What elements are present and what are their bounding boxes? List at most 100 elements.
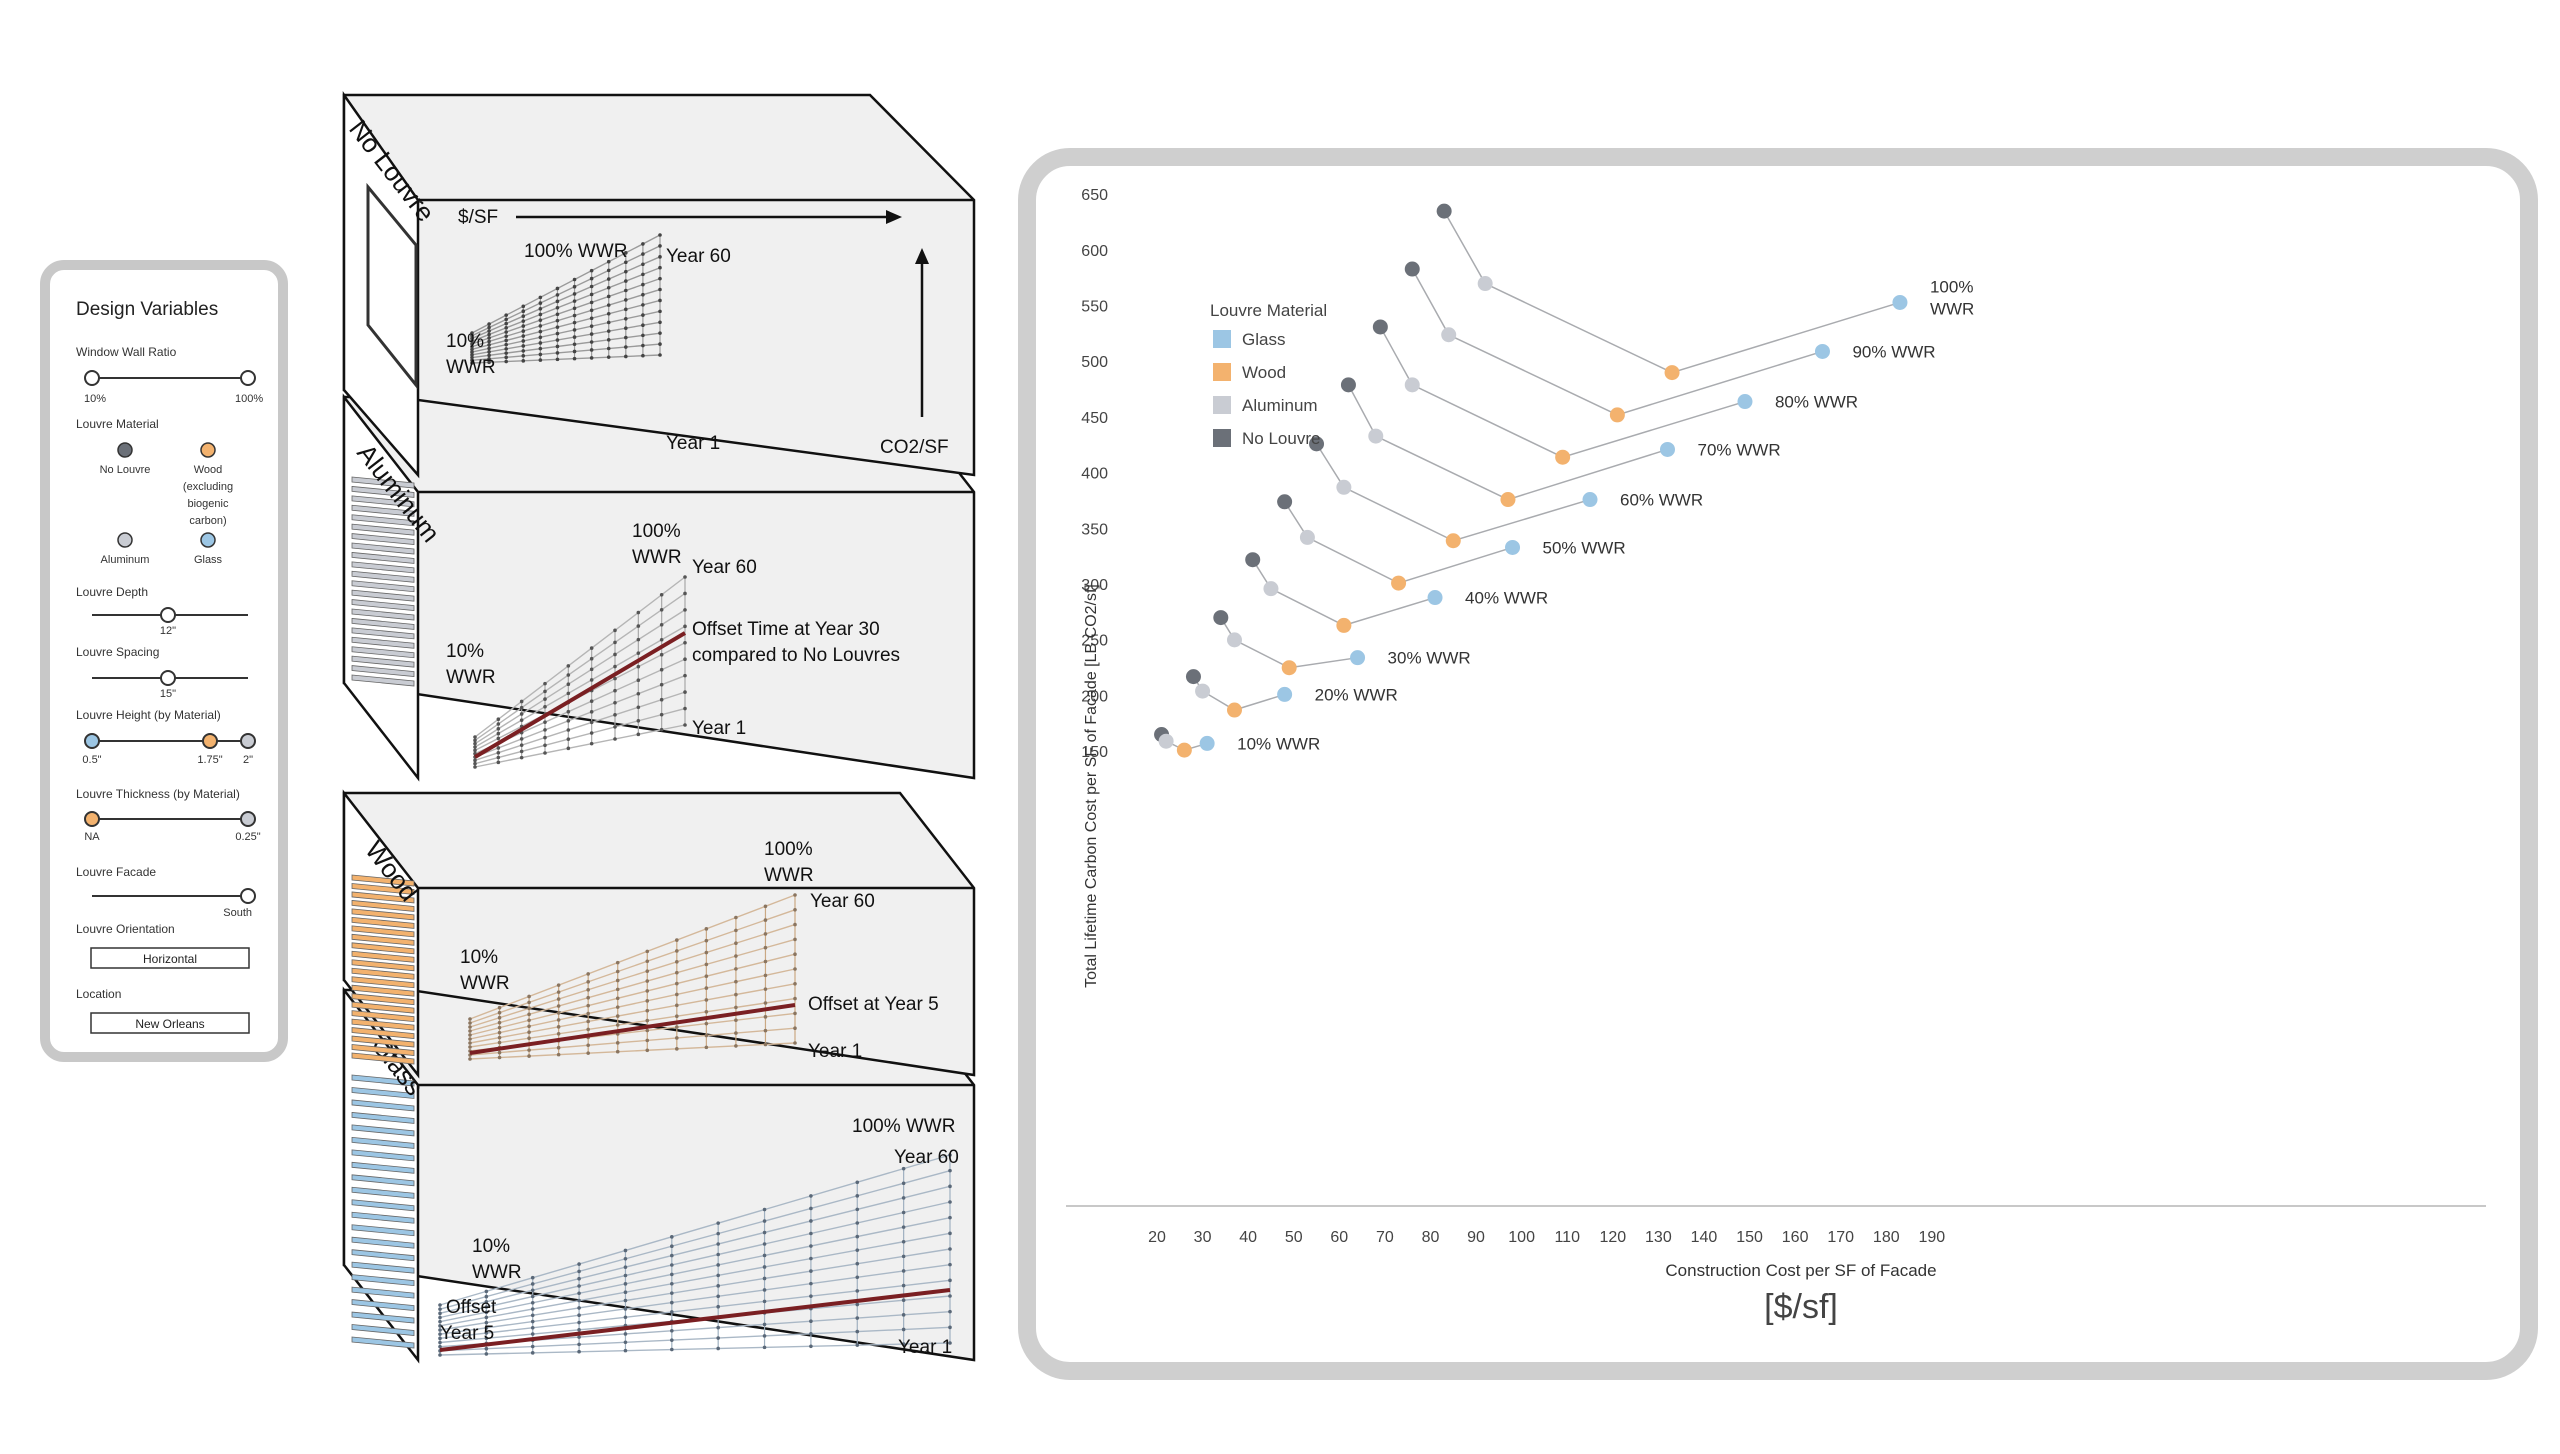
y-tick-label: 450 xyxy=(1081,410,1108,427)
year-point xyxy=(497,1040,502,1045)
year-line xyxy=(439,1169,951,1310)
year-point xyxy=(734,967,738,971)
depth-slider-handle[interactable] xyxy=(160,607,176,623)
depth-label: Louvre Depth xyxy=(76,585,148,599)
year-point xyxy=(589,324,594,328)
year-point xyxy=(641,333,645,338)
year-point xyxy=(658,298,662,303)
year-point xyxy=(670,1263,674,1267)
year-point xyxy=(645,1028,650,1033)
year-point xyxy=(675,1047,679,1051)
year-point xyxy=(658,287,662,292)
louvre-blade xyxy=(351,933,415,946)
year-point xyxy=(473,748,477,753)
louvre-blade xyxy=(351,1161,415,1174)
wwr-group-label: 10% WWR xyxy=(1237,734,1320,753)
material-wood-label-3: biogenic xyxy=(188,498,229,510)
year-point xyxy=(438,1324,442,1328)
aluminum-label-wwr: WWR xyxy=(446,667,496,688)
year-point xyxy=(645,1008,650,1013)
year-point xyxy=(556,1025,561,1029)
year-point xyxy=(645,979,650,983)
year-point xyxy=(586,995,590,1000)
year-point xyxy=(470,355,474,360)
height-handle-wood[interactable] xyxy=(202,733,218,749)
year-point xyxy=(538,341,543,345)
material-aluminum-label: Aluminum xyxy=(101,554,150,566)
spacing-slider-handle[interactable] xyxy=(160,670,176,686)
year-point xyxy=(658,353,662,357)
height-handle-aluminum[interactable] xyxy=(240,733,256,749)
louvre-blade xyxy=(351,891,415,904)
group-connector-line xyxy=(1379,326,1746,459)
year-line xyxy=(439,1279,951,1340)
year-point xyxy=(636,719,641,723)
year-point xyxy=(855,1289,860,1293)
year-point xyxy=(762,1242,767,1246)
year-point xyxy=(497,1020,502,1025)
thickness-handle-wood[interactable] xyxy=(84,811,100,827)
year-point xyxy=(613,700,617,705)
facade-slider-handle[interactable] xyxy=(240,888,256,904)
year-line xyxy=(439,1326,951,1352)
aluminum-louvre-stack xyxy=(351,476,415,687)
year-point xyxy=(589,656,594,661)
glass-offset-label-2: Year 5 xyxy=(440,1323,494,1344)
location-dropdown[interactable] xyxy=(90,1012,250,1034)
louvre-blade xyxy=(351,627,415,640)
year-point xyxy=(530,1325,535,1330)
group-connector-line xyxy=(1411,268,1823,416)
year-point xyxy=(586,1027,590,1032)
year-point xyxy=(613,713,617,717)
year-point xyxy=(734,928,738,933)
year-point xyxy=(527,1036,531,1040)
year-point xyxy=(555,331,560,336)
material-aluminum-radio[interactable] xyxy=(117,532,133,548)
year-point xyxy=(606,320,611,325)
thickness-handle-aluminum[interactable] xyxy=(240,811,256,827)
year-point xyxy=(659,652,664,657)
louvre-blade xyxy=(351,561,415,574)
y-tick-label: 250 xyxy=(1081,633,1108,650)
year-point xyxy=(763,932,768,936)
orientation-dropdown[interactable] xyxy=(90,947,250,969)
year-point xyxy=(636,624,641,628)
material-glass-radio[interactable] xyxy=(200,532,216,548)
louvre-blade xyxy=(351,504,415,517)
year-point xyxy=(555,338,560,342)
facade-label: Louvre Facade xyxy=(76,865,156,879)
year-point xyxy=(623,1332,628,1336)
point-glass xyxy=(1659,441,1675,457)
year-point xyxy=(623,1248,628,1253)
year-point xyxy=(901,1342,906,1346)
year-point xyxy=(468,1041,472,1045)
year-point xyxy=(615,996,620,1001)
year-point xyxy=(948,1184,952,1189)
height-handle-glass[interactable] xyxy=(84,733,100,749)
year-point xyxy=(555,357,560,362)
material-wood-radio[interactable] xyxy=(200,442,216,458)
year-point xyxy=(901,1283,906,1288)
wwr-slider-min-handle[interactable] xyxy=(84,370,100,386)
year-point xyxy=(530,1332,535,1336)
point-glass xyxy=(1505,539,1521,555)
point-no-louvre xyxy=(1404,261,1420,277)
year-point xyxy=(566,682,571,687)
material-no-louvre-radio[interactable] xyxy=(117,442,133,458)
louvre-blade xyxy=(351,476,415,489)
year-point xyxy=(809,1281,813,1286)
material-label: Louvre Material xyxy=(76,417,159,431)
year-point xyxy=(615,969,620,974)
louvre-blade xyxy=(351,942,415,955)
year-point xyxy=(538,346,543,351)
point-no-louvre xyxy=(1245,552,1261,568)
year-point xyxy=(675,1014,679,1018)
year-point xyxy=(948,1200,952,1204)
wwr-slider-max-handle[interactable] xyxy=(240,370,256,386)
year-point xyxy=(473,765,477,769)
year-point xyxy=(659,682,664,687)
block-wood: Wood 100% WWR Year 60 10% WWR Offset at … xyxy=(342,789,976,1079)
point-aluminum xyxy=(1195,683,1211,699)
year-point xyxy=(763,1015,768,1019)
louvre-blade xyxy=(351,984,415,997)
